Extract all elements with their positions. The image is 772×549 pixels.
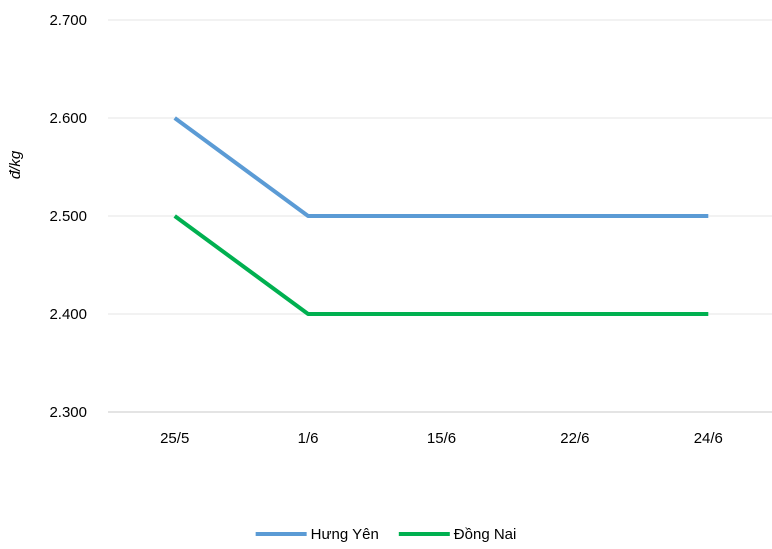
legend-label: Đồng Nai: [454, 526, 517, 543]
x-tick-label: 1/6: [298, 430, 319, 447]
x-tick-label: 15/6: [427, 430, 456, 447]
y-axis-title: đ/kg: [7, 150, 24, 179]
x-tick-label: 24/6: [694, 430, 723, 447]
legend-item: Đồng Nai: [398, 526, 517, 543]
y-tick-label: 2.500: [49, 208, 87, 225]
y-tick-label: 2.700: [49, 12, 87, 29]
y-tick-label: 2.300: [49, 404, 87, 421]
tick-labels: 2.300 2.400 2.500 2.600 2.700 25/5 1/6 15/6 22/6…: [49, 12, 722, 447]
x-tick-label: 25/5: [160, 430, 189, 447]
gridlines: [108, 19, 772, 315]
y-tick-label: 2.400: [49, 306, 87, 323]
y-tick-label: 2.600: [49, 110, 87, 127]
x-tick-label: 22/6: [560, 430, 589, 447]
series-line: [173, 116, 709, 218]
series-lines: [173, 116, 709, 316]
legend-item: Hưng Yên: [255, 526, 379, 543]
legend: Hưng Yên Đồng Nai: [255, 526, 517, 543]
legend-label: Hưng Yên: [311, 526, 379, 543]
series-line: [173, 214, 709, 316]
